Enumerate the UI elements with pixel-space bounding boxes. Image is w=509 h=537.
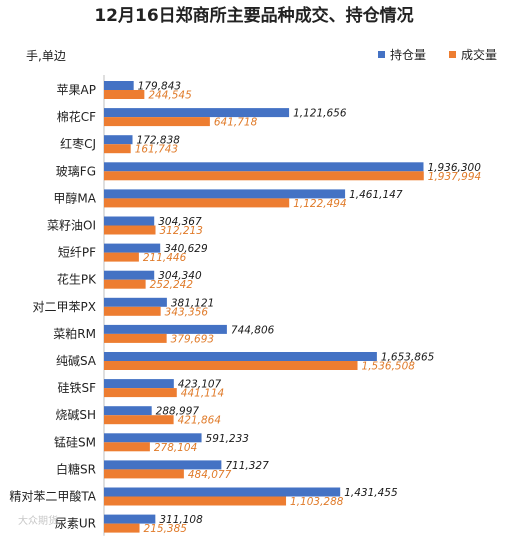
data-label-volume: 215,385 — [144, 523, 188, 535]
bar-holding — [104, 270, 155, 280]
category-label: 白糖SR — [56, 461, 96, 476]
data-label-holding: 591,233 — [206, 433, 249, 445]
data-label-holding: 1,936,300 — [427, 162, 481, 174]
bar-volume — [104, 252, 139, 262]
bar-volume — [104, 198, 290, 208]
bar-volume — [104, 496, 287, 506]
bar-volume — [104, 90, 145, 99]
bar-holding — [104, 514, 156, 524]
legend-label-holding: 持仓量 — [390, 47, 426, 62]
bar-volume — [104, 333, 167, 343]
bar-holding — [104, 189, 346, 199]
category-label: 锰硅SM — [54, 434, 96, 449]
unit-label: 手,单边 — [26, 49, 66, 63]
data-label-holding: 304,367 — [158, 216, 202, 228]
data-label-volume: 484,077 — [188, 469, 232, 481]
data-label-holding: 1,431,455 — [344, 487, 398, 499]
bar-volume — [104, 279, 146, 289]
bar-volume — [104, 171, 424, 181]
bar-volume — [104, 469, 184, 479]
bar-holding — [104, 297, 167, 307]
data-label-volume: 641,718 — [214, 117, 258, 129]
category-label: 花生PK — [57, 272, 97, 287]
bar-volume — [104, 388, 177, 398]
data-label-holding: 1,653,865 — [381, 352, 435, 364]
legend-swatch-holding — [378, 51, 385, 58]
category-label: 精对苯二甲酸TA — [9, 489, 96, 504]
data-label-holding: 172,838 — [137, 135, 181, 147]
bar-holding — [104, 162, 424, 172]
data-label-holding: 1,121,656 — [293, 108, 347, 120]
bar-holding — [104, 433, 202, 443]
data-label-holding: 744,806 — [231, 324, 275, 336]
bar-holding — [104, 487, 341, 497]
bar-volume — [104, 442, 150, 452]
bar-holding — [104, 406, 152, 416]
category-label: 烧碱SH — [55, 408, 96, 422]
category-label: 纯碱SA — [56, 354, 97, 368]
chart-title: 12月16日郑商所主要品种成交、持仓情况 — [94, 5, 413, 26]
category-label: 菜籽油OI — [47, 219, 96, 233]
bar-volume — [104, 144, 131, 154]
bar-volume — [104, 306, 161, 316]
category-label: 棉花CF — [57, 109, 96, 124]
data-label-holding: 340,629 — [164, 243, 208, 255]
data-label-volume: 421,864 — [178, 415, 221, 427]
category-label: 甲醇MA — [53, 190, 96, 205]
data-label-volume: 441,114 — [181, 388, 224, 400]
bar-holding — [104, 243, 161, 253]
data-label-holding: 381,121 — [171, 297, 214, 309]
category-label: 红枣CJ — [60, 136, 96, 151]
bar-volume — [104, 415, 174, 425]
category-label: 玻璃FG — [56, 164, 96, 178]
data-label-holding: 179,843 — [138, 81, 181, 93]
data-label-holding: 423,107 — [178, 379, 222, 391]
bar-holding — [104, 108, 290, 118]
category-label: 硅铁SF — [57, 381, 96, 395]
data-label-holding: 1,461,147 — [349, 189, 403, 201]
bar-holding — [104, 81, 134, 90]
data-label-volume: 1,103,288 — [290, 496, 344, 508]
data-label-volume: 244,545 — [148, 90, 192, 102]
category-label: 菜粕RM — [53, 326, 96, 341]
bar-volume — [104, 361, 358, 370]
legend: 持仓量 成交量 — [378, 47, 497, 62]
data-label-volume: 252,242 — [150, 279, 194, 291]
data-label-volume: 1,536,508 — [362, 361, 416, 373]
data-label-holding: 311,108 — [159, 514, 203, 526]
category-label: 短纤PF — [58, 246, 96, 260]
bar-holding — [104, 460, 222, 470]
data-label-volume: 1,122,494 — [293, 198, 346, 210]
data-label-volume: 278,104 — [154, 442, 197, 454]
legend-swatch-volume — [449, 51, 456, 58]
data-label-holding: 711,327 — [225, 460, 269, 472]
watermark: 大众期货 — [18, 514, 58, 527]
bar-holding — [104, 216, 155, 226]
data-label-holding: 304,340 — [158, 270, 202, 282]
bar-volume — [104, 225, 156, 235]
legend-label-volume: 成交量 — [461, 47, 497, 62]
category-label: 尿素UR — [55, 517, 96, 531]
data-label-volume: 379,693 — [171, 333, 214, 345]
data-label-volume: 343,356 — [165, 306, 209, 318]
bar-holding — [104, 352, 377, 361]
bar-volume — [104, 523, 140, 533]
data-label-volume: 312,213 — [160, 225, 203, 237]
data-label-holding: 288,997 — [156, 406, 200, 418]
category-label: 苹果AP — [57, 83, 96, 97]
bar-holding — [104, 324, 227, 334]
data-label-volume: 1,937,994 — [428, 171, 481, 183]
bar-volume — [104, 117, 210, 127]
category-label: 对二甲苯PX — [33, 300, 96, 314]
bar-holding — [104, 379, 174, 389]
data-label-volume: 161,743 — [135, 144, 178, 156]
data-label-volume: 211,446 — [143, 252, 187, 264]
bar-holding — [104, 135, 133, 145]
